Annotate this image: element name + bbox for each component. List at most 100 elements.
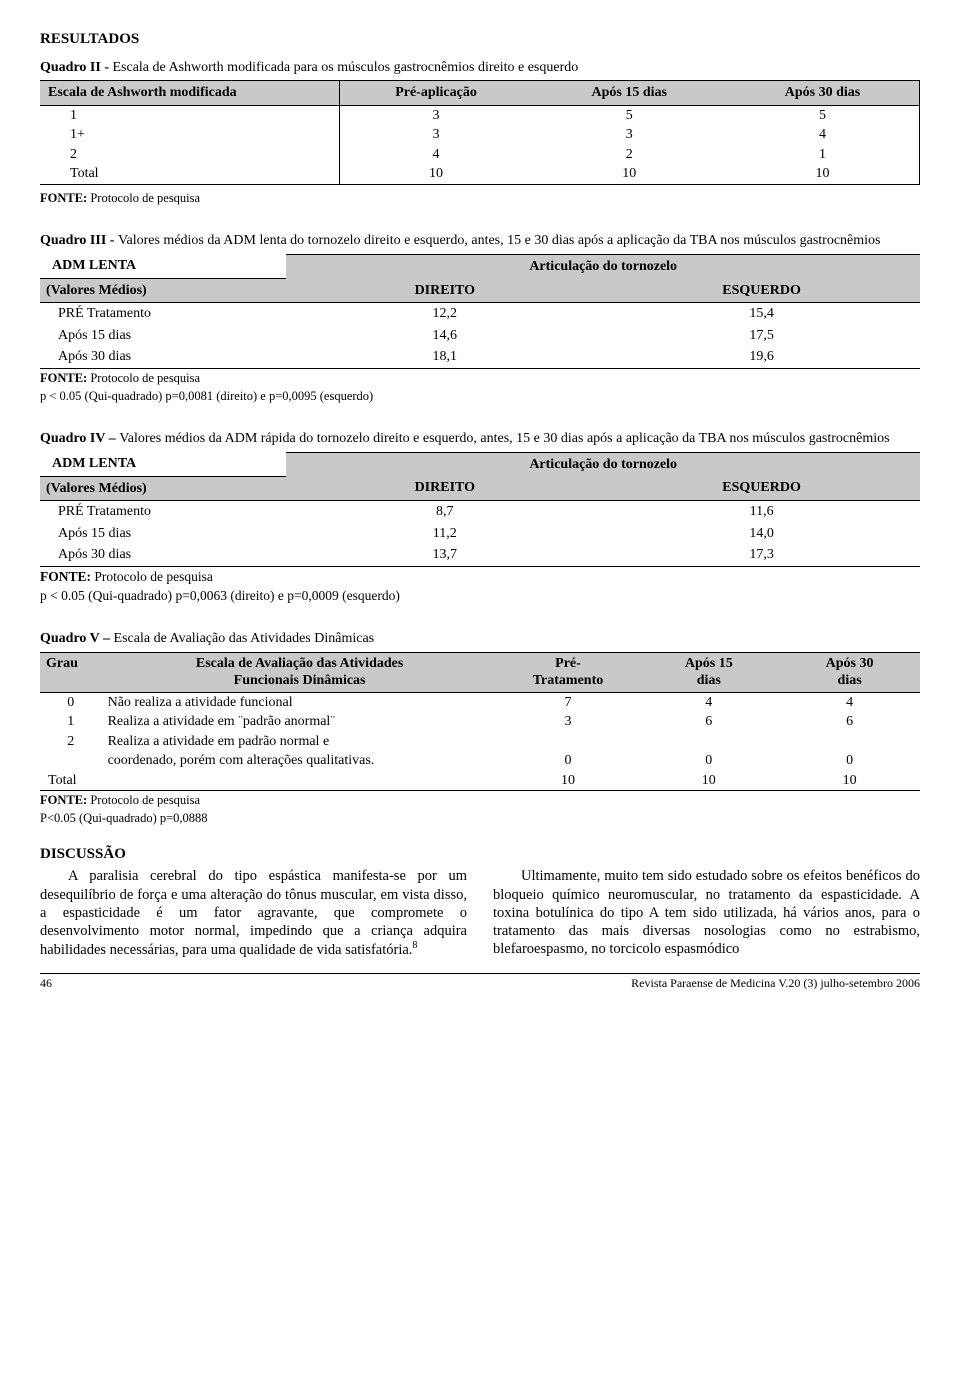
discussion-p2: Ultimamente, muito tem sido estudado sob… — [493, 867, 920, 958]
q4-fonte-b: FONTE: — [40, 569, 91, 584]
q5-r1c3: 6 — [638, 712, 779, 732]
q3-fonte-r: Protocolo de pesquisa — [87, 371, 200, 385]
q2-h0: Escala de Ashworth modificada — [40, 81, 339, 106]
q5-h-desc: Escala de Avaliação das AtividadesFuncio… — [102, 652, 498, 692]
q3-r1c0: Após 15 dias — [40, 325, 286, 347]
q4-r2c2: 17,3 — [603, 544, 920, 566]
q3-r2c2: 19,6 — [603, 346, 920, 368]
q5-h-30: Após 30 dias — [779, 652, 920, 692]
q4-stat: p < 0.05 (Qui-quadrado) p=0,0063 (direit… — [40, 588, 920, 605]
q5-r0c1: Não realiza a atividade funcional — [102, 692, 498, 712]
q5-h-desc2: Funcionais Dinâmicas — [234, 673, 366, 688]
q3-r1c2: 17,5 — [603, 325, 920, 347]
q2-r0c0: 1 — [40, 105, 339, 125]
q5-total-3: 10 — [638, 771, 779, 791]
q3-fonte: FONTE: Protocolo de pesquisa — [40, 371, 920, 387]
q5-h-grau: Grau — [40, 652, 102, 692]
q5-h-pre: Pré- Tratamento — [498, 652, 639, 692]
q5-stat: P<0.05 (Qui-quadrado) p=0,0888 — [40, 811, 920, 827]
q5-r1c4: 6 — [779, 712, 920, 732]
q3-r2c1: 18,1 — [286, 346, 603, 368]
q5-r1c0: 1 — [40, 712, 102, 732]
q2-r1c2: 3 — [533, 125, 726, 145]
q4-fonte: FONTE: Protocolo de pesquisa — [40, 569, 920, 586]
q4-artic: Articulação do tornozelo — [286, 452, 920, 476]
q2-h3: Após 30 dias — [726, 81, 920, 106]
discussion-sup: 8 — [412, 940, 417, 951]
q5-caption-rest: Escala de Avaliação das Atividades Dinâm… — [114, 631, 375, 646]
q2-r1c0: 1+ — [40, 125, 339, 145]
q5-r1c1: Realiza a atividade em ¨padrão anormal¨ — [102, 712, 498, 732]
q2-r3c0: Total — [40, 164, 339, 184]
q2-fonte: FONTE: Protocolo de pesquisa — [40, 191, 920, 207]
q5-r3c4: 0 — [779, 751, 920, 771]
q2-r1c1: 3 — [339, 125, 532, 145]
q2-fonte-b: FONTE: — [40, 191, 87, 205]
q5-r3c0 — [40, 751, 102, 771]
q5-fonte: FONTE: Protocolo de pesquisa — [40, 793, 920, 809]
q5-h-15b: dias — [697, 673, 721, 688]
q3-table: ADM LENTA Articulação do tornozelo (Valo… — [40, 254, 920, 369]
q3-cold: DIREITO — [286, 278, 603, 303]
q4-cold: DIREITO — [286, 476, 603, 501]
q5-fonte-b: FONTE: — [40, 793, 87, 807]
q3-caption: Quadro III - Valores médios da ADM lenta… — [40, 232, 920, 250]
q3-lh2: (Valores Médios) — [40, 278, 286, 303]
q5-h-15a: Após 15 — [685, 656, 733, 671]
q5-total-4: 10 — [779, 771, 920, 791]
q2-fonte-r: Protocolo de pesquisa — [87, 191, 200, 205]
q2-caption-bold: Quadro II - — [40, 60, 112, 75]
q2-r3c3: 10 — [726, 164, 920, 184]
q5-r0c4: 4 — [779, 692, 920, 712]
journal-ref: Revista Paraense de Medicina V.20 (3) ju… — [631, 976, 920, 991]
q5-h-pre2: Tratamento — [533, 673, 604, 688]
q2-r2c3: 1 — [726, 145, 920, 165]
q5-h-15: Após 15 dias — [638, 652, 779, 692]
q5-r2c1: Realiza a atividade em padrão normal e — [102, 732, 498, 752]
q5-h-30a: Após 30 — [826, 656, 874, 671]
q2-caption-rest: Escala de Ashworth modificada para os mú… — [112, 60, 578, 75]
q5-r2c0: 2 — [40, 732, 102, 752]
q4-table: ADM LENTA Articulação do tornozelo (Valo… — [40, 452, 920, 567]
q2-r1c3: 4 — [726, 125, 920, 145]
q5-total-2: 10 — [498, 771, 639, 791]
q2-r0c3: 5 — [726, 105, 920, 125]
q5-r3c1: coordenado, porém com alterações qualita… — [102, 751, 498, 771]
q3-caption-rest: Valores médios da ADM lenta do tornozelo… — [118, 233, 881, 248]
q4-lh1: ADM LENTA — [40, 452, 286, 476]
q2-r2c1: 4 — [339, 145, 532, 165]
q4-caption-rest: Valores médios da ADM rápida do tornozel… — [119, 431, 889, 446]
q3-fonte-b: FONTE: — [40, 371, 87, 385]
q2-r3c1: 10 — [339, 164, 532, 184]
q4-r0c1: 8,7 — [286, 501, 603, 523]
discussion-title: DISCUSSÃO — [40, 845, 920, 864]
q2-r0c1: 3 — [339, 105, 532, 125]
q5-r0c2: 7 — [498, 692, 639, 712]
q5-r2c2 — [498, 732, 639, 752]
section-title: RESULTADOS — [40, 30, 920, 49]
q2-caption: Quadro II - Escala de Ashworth modificad… — [40, 59, 920, 77]
q4-r1c0: Após 15 dias — [40, 523, 286, 545]
q3-r0c2: 15,4 — [603, 303, 920, 325]
q5-total-empty — [102, 771, 498, 791]
q3-artic: Articulação do tornozelo — [286, 254, 920, 278]
q5-r3c3: 0 — [638, 751, 779, 771]
q5-h-pre1: Pré- — [555, 656, 581, 671]
q5-caption-bold: Quadro V – — [40, 631, 114, 646]
q4-r1c1: 11,2 — [286, 523, 603, 545]
q4-r2c1: 13,7 — [286, 544, 603, 566]
q5-total-label: Total — [40, 771, 102, 791]
q5-r3c2: 0 — [498, 751, 639, 771]
q3-caption-bold: Quadro III - — [40, 233, 118, 248]
q5-r2c4 — [779, 732, 920, 752]
q3-stat: p < 0.05 (Qui-quadrado) p=0,0081 (direit… — [40, 389, 920, 405]
q2-r2c0: 2 — [40, 145, 339, 165]
q4-cole: ESQUERDO — [603, 476, 920, 501]
q4-r2c0: Após 30 dias — [40, 544, 286, 566]
q5-h-30b: dias — [838, 673, 862, 688]
q4-caption-bold: Quadro IV – — [40, 431, 119, 446]
q4-lh2: (Valores Médios) — [40, 476, 286, 501]
q2-h1: Pré-aplicação — [339, 81, 532, 106]
q4-caption: Quadro IV – Valores médios da ADM rápida… — [40, 430, 920, 448]
q3-r2c0: Após 30 dias — [40, 346, 286, 368]
